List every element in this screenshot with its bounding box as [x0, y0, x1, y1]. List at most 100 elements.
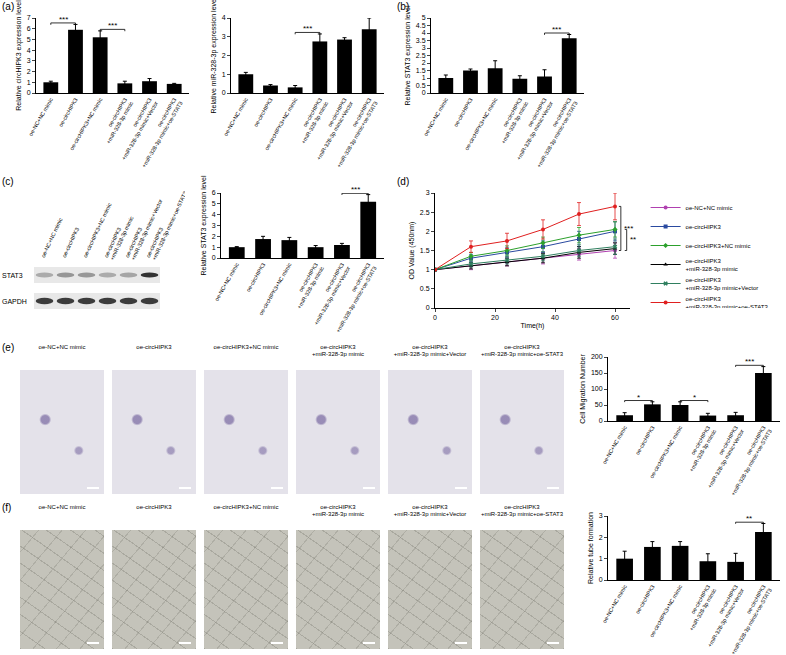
svg-text:oe-circHIPK3+miR-328-3p mimic: oe-circHIPK3+miR-328-3p mimic: [682, 584, 717, 632]
svg-text:1: 1: [27, 79, 31, 86]
svg-text:oe-circHIPK3: oe-circHIPK3: [634, 584, 655, 615]
svg-text:oe-circHIPK3+miR-328-3p mimic: oe-circHIPK3+miR-328-3p mimic: [682, 425, 717, 473]
svg-text:oe-NC+NC mimic: oe-NC+NC mimic: [601, 425, 628, 465]
svg-text:4: 4: [222, 14, 226, 21]
svg-text:oe-circHIPK3+NC mimic: oe-circHIPK3+NC mimic: [463, 97, 498, 152]
svg-text:Relative circHIPK3 expression: Relative circHIPK3 expression level: [15, 0, 23, 111]
svg-text:2: 2: [599, 534, 603, 541]
svg-text:0: 0: [426, 304, 430, 311]
svg-text:2.5: 2.5: [416, 52, 426, 59]
svg-text:Relative STAT3 expression leve: Relative STAT3 expression level: [200, 175, 208, 276]
svg-text:oe-circHIPK3+miR-328-3p mimic+: oe-circHIPK3+miR-328-3p mimic+Vector: [309, 97, 354, 161]
svg-text:Time(h): Time(h): [521, 322, 545, 330]
svg-text:STAT3: STAT3: [2, 272, 23, 279]
svg-text:oe-circHIPK3: oe-circHIPK3: [57, 97, 78, 128]
svg-text:oe-circHIPK3+miR-328-3p mimic+: oe-circHIPK3+miR-328-3p mimic+oe-STAT3: [329, 262, 378, 334]
svg-text:***: ***: [624, 224, 633, 233]
svg-text:oe-circHIPK3+miR-328-3p mimic: oe-circHIPK3+miR-328-3p mimic: [99, 97, 134, 145]
svg-text:0: 0: [599, 576, 603, 583]
svg-text:3: 3: [422, 44, 426, 51]
svg-text:oe-circHIPK3+miR-328-3p mimic+: oe-circHIPK3+miR-328-3p mimic+oe-STAT3: [330, 97, 379, 169]
svg-text:oe-circHIPK3+miR-328-3p mimic+: oe-circHIPK3+miR-328-3p mimic+oe-STAT3: [145, 188, 185, 262]
svg-text:3: 3: [212, 222, 216, 229]
svg-text:oe-circHIPK3+miR-328-3p mimic+: oe-circHIPK3+miR-328-3p mimic+oe-STAT3: [530, 97, 579, 169]
svg-text:4: 4: [212, 211, 216, 218]
svg-text:2: 2: [27, 68, 31, 75]
svg-text:oe-NC+NC mimic: oe-NC+NC mimic: [422, 97, 449, 137]
svg-text:3.5: 3.5: [416, 37, 426, 44]
svg-text:3: 3: [599, 512, 603, 519]
svg-text:***: ***: [745, 357, 754, 366]
svg-text:oe-circHIPK3: oe-circHIPK3: [452, 97, 473, 128]
svg-text:3: 3: [426, 189, 430, 196]
svg-text:1: 1: [599, 555, 603, 562]
svg-text:oe-circHIPK3+miR-328-3p mimic+: oe-circHIPK3+miR-328-3p mimic+Vector: [307, 262, 352, 326]
svg-text:oe-circHIPK3+miR-328-3p mimic: oe-circHIPK3+miR-328-3p mimic: [290, 262, 325, 310]
svg-text:oe-circHIPK3+miR-328-3p mimic+: oe-circHIPK3+miR-328-3p mimic+oe-STAT3: [686, 296, 769, 308]
svg-text:0: 0: [599, 417, 603, 424]
svg-text:oe-circHIPK3: oe-circHIPK3: [252, 97, 273, 128]
svg-text:2: 2: [426, 228, 430, 235]
svg-text:0: 0: [422, 89, 426, 96]
svg-text:4: 4: [422, 29, 426, 36]
svg-text:oe-circHIPK3+miR-328-3p mimic+: oe-circHIPK3+miR-328-3p mimic+oe-STAT3: [724, 584, 773, 655]
svg-text:5: 5: [212, 200, 216, 207]
svg-text:**: **: [746, 514, 752, 523]
svg-text:oe-circHIPK3+miR-328-3p mimic: oe-circHIPK3+miR-328-3p mimic: [494, 97, 529, 145]
svg-text:6: 6: [212, 189, 216, 196]
svg-text:***: ***: [59, 15, 68, 24]
svg-text:1: 1: [422, 74, 426, 81]
svg-text:oe-circHIPK3+miR-328-3p mimic+: oe-circHIPK3+miR-328-3p mimic+oe-STAT3: [724, 425, 773, 497]
svg-text:GAPDH: GAPDH: [2, 298, 27, 305]
svg-text:*: *: [693, 393, 696, 402]
svg-text:oe-circHIPK3+miR-328-3p mimic+: oe-circHIPK3+miR-328-3p mimic+oe-STAT3: [135, 97, 184, 169]
svg-text:6: 6: [27, 25, 31, 32]
svg-text:OD Value (450nm): OD Value (450nm): [408, 222, 416, 280]
svg-text:0: 0: [27, 89, 31, 96]
svg-text:oe-NC+NC mimic: oe-NC+NC mimic: [601, 584, 628, 624]
svg-text:200: 200: [591, 353, 603, 360]
svg-text:50: 50: [595, 401, 603, 408]
svg-text:Relative tube formation: Relative tube formation: [587, 512, 594, 584]
svg-text:oe-NC+NC mimic: oe-NC+NC mimic: [222, 97, 249, 137]
svg-text:*: *: [637, 393, 640, 402]
svg-text:2: 2: [422, 59, 426, 66]
svg-text:20: 20: [491, 314, 499, 321]
svg-text:oe-circHIPK3+NC mimic: oe-circHIPK3+NC mimic: [68, 97, 103, 152]
svg-text:4.5: 4.5: [416, 22, 426, 29]
svg-text:40: 40: [551, 314, 559, 321]
svg-text:0: 0: [222, 89, 226, 96]
svg-text:2: 2: [212, 233, 216, 240]
svg-text:oe-circHIPK3+miR-328-3p mimic: oe-circHIPK3+miR-328-3p mimic: [294, 97, 329, 145]
svg-text:oe-NC+NC mimic: oe-NC+NC mimic: [213, 262, 240, 302]
svg-text:150: 150: [591, 369, 603, 376]
svg-text:oe-circHIPK3+miR-328-3p mimic: oe-circHIPK3+miR-328-3p mimic: [686, 258, 738, 272]
svg-text:Relative STAT3 expression leve: Relative STAT3 expression level: [404, 5, 412, 106]
svg-text:oe-circHIPK3: oe-circHIPK3: [634, 425, 655, 456]
svg-text:7: 7: [27, 14, 31, 21]
svg-text:60: 60: [611, 314, 619, 321]
svg-text:0: 0: [433, 314, 437, 321]
svg-text:2: 2: [222, 52, 226, 59]
svg-text:oe-NC+NC mimic: oe-NC+NC mimic: [27, 97, 54, 137]
svg-text:oe-circHIPK3: oe-circHIPK3: [245, 262, 266, 293]
svg-text:**: **: [630, 235, 636, 244]
svg-text:oe-circHIPK3+miR-328-3p mimic+: oe-circHIPK3+miR-328-3p mimic+Vector: [509, 97, 554, 161]
svg-text:0.5: 0.5: [420, 285, 430, 292]
svg-text:Relative miR-328-3p expression: Relative miR-328-3p expression level: [210, 0, 218, 113]
svg-text:0: 0: [212, 254, 216, 261]
svg-text:1.5: 1.5: [420, 247, 430, 254]
svg-text:oe-NC+NC mimic: oe-NC+NC mimic: [40, 217, 64, 259]
svg-text:oe-circHIPK3+NC mimic: oe-circHIPK3+NC mimic: [686, 243, 751, 249]
svg-text:***: ***: [108, 21, 117, 30]
svg-text:3: 3: [222, 33, 226, 40]
svg-text:oe-circHIPK3+miR-328-3p mimic+: oe-circHIPK3+miR-328-3p mimic+Vector: [700, 425, 745, 489]
svg-text:oe-circHIPK3+miR-328-3p mimic+: oe-circHIPK3+miR-328-3p mimic+Vector: [686, 277, 759, 291]
svg-text:oe-circHIPK3: oe-circHIPK3: [61, 227, 80, 259]
svg-text:1: 1: [426, 266, 430, 273]
svg-text:oe-circHIPK3+miR-328-3p mimic+: oe-circHIPK3+miR-328-3p mimic+Vector: [700, 584, 745, 648]
svg-text:oe-circHIPK3+NC mimic: oe-circHIPK3+NC mimic: [258, 262, 293, 317]
svg-text:5: 5: [422, 14, 426, 21]
svg-text:oe-NC+NC mimic: oe-NC+NC mimic: [686, 205, 733, 211]
svg-text:1.5: 1.5: [416, 67, 426, 74]
